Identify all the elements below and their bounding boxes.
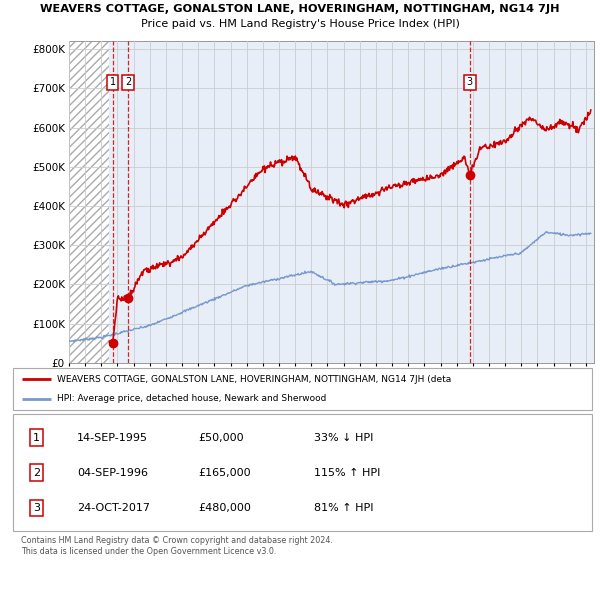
Text: 04-SEP-1996: 04-SEP-1996: [77, 468, 148, 477]
Text: 2: 2: [33, 468, 40, 477]
Text: £50,000: £50,000: [199, 432, 244, 442]
Text: 3: 3: [33, 503, 40, 513]
Text: Price paid vs. HM Land Registry's House Price Index (HPI): Price paid vs. HM Land Registry's House …: [140, 19, 460, 29]
Text: This data is licensed under the Open Government Licence v3.0.: This data is licensed under the Open Gov…: [21, 547, 277, 556]
Text: HPI: Average price, detached house, Newark and Sherwood: HPI: Average price, detached house, Newa…: [56, 394, 326, 403]
Text: WEAVERS COTTAGE, GONALSTON LANE, HOVERINGHAM, NOTTINGHAM, NG14 7JH (deta: WEAVERS COTTAGE, GONALSTON LANE, HOVERIN…: [56, 375, 451, 384]
Text: 14-SEP-1995: 14-SEP-1995: [77, 432, 148, 442]
Text: £165,000: £165,000: [199, 468, 251, 477]
Text: 3: 3: [467, 77, 473, 87]
Text: WEAVERS COTTAGE, GONALSTON LANE, HOVERINGHAM, NOTTINGHAM, NG14 7JH: WEAVERS COTTAGE, GONALSTON LANE, HOVERIN…: [40, 4, 560, 14]
Text: 81% ↑ HPI: 81% ↑ HPI: [314, 503, 374, 513]
Text: 1: 1: [33, 432, 40, 442]
Text: 33% ↓ HPI: 33% ↓ HPI: [314, 432, 374, 442]
Text: 24-OCT-2017: 24-OCT-2017: [77, 503, 150, 513]
Text: 115% ↑ HPI: 115% ↑ HPI: [314, 468, 380, 477]
Text: £480,000: £480,000: [199, 503, 251, 513]
Text: 1: 1: [110, 77, 116, 87]
Text: Contains HM Land Registry data © Crown copyright and database right 2024.: Contains HM Land Registry data © Crown c…: [21, 536, 333, 545]
Text: 2: 2: [125, 77, 131, 87]
